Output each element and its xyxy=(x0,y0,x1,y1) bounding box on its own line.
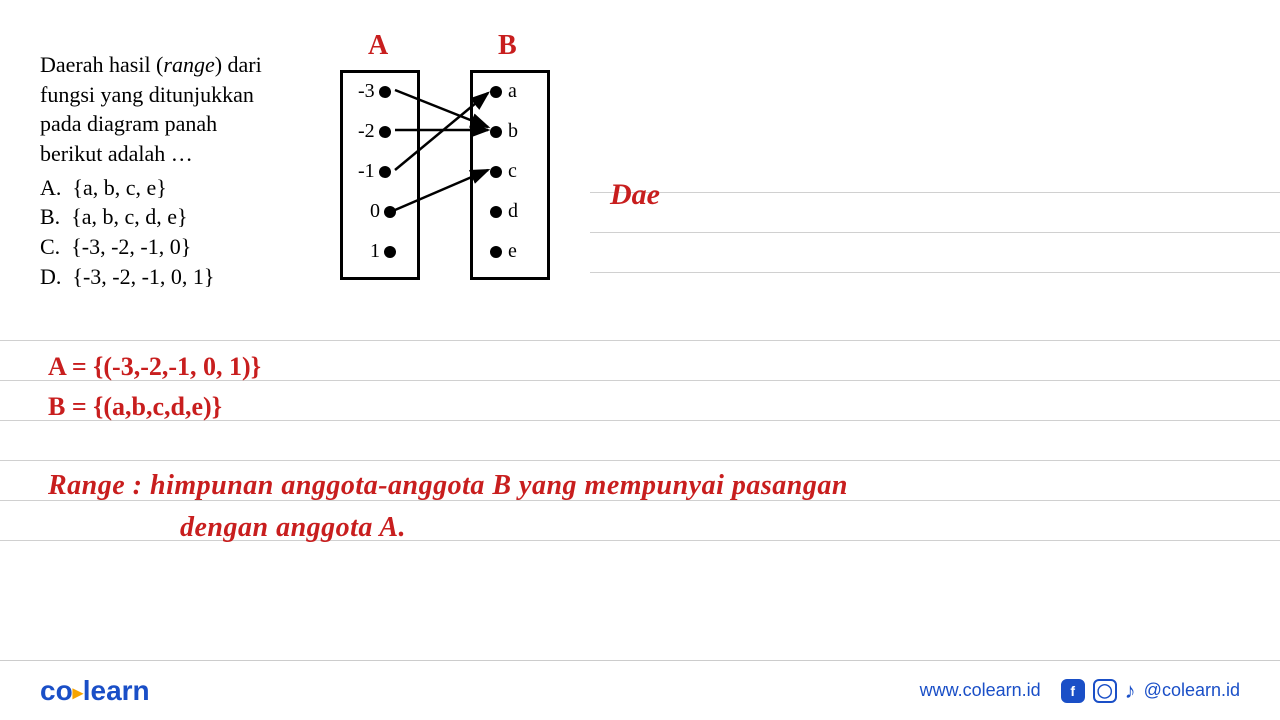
handwriting-range-1: Range : himpunan anggota-anggota B yang … xyxy=(48,470,848,502)
q-italic: range xyxy=(163,52,214,77)
logo-learn: learn xyxy=(83,675,150,706)
elem-b-2: c xyxy=(490,160,517,183)
option-a: A. {a, b, c, e} xyxy=(40,173,320,203)
logo-co: co xyxy=(40,675,73,706)
q-text: Daerah hasil ( xyxy=(40,52,163,77)
question-text: Daerah hasil (range) dari fungsi yang di… xyxy=(40,50,320,169)
ruled-line xyxy=(590,192,1280,193)
set-b-label: B xyxy=(498,30,517,62)
handwriting-set-a: A = {(-3,-2,-1, 0, 1)} xyxy=(48,352,261,382)
ruled-line xyxy=(0,340,1280,341)
ruled-line xyxy=(590,232,1280,233)
dot-icon xyxy=(490,166,502,178)
dot-icon xyxy=(490,86,502,98)
q-text: ) dari xyxy=(215,52,262,77)
question-block: Daerah hasil (range) dari fungsi yang di… xyxy=(40,50,320,292)
logo-dot-icon: ▸ xyxy=(73,682,83,704)
elem-b-3: d xyxy=(490,200,518,223)
handwriting-dae: Dae xyxy=(610,178,660,212)
dot-icon xyxy=(490,126,502,138)
dot-icon xyxy=(384,246,396,258)
social-handle: @colearn.id xyxy=(1144,680,1240,701)
social-icons: f ◯ ♪ @colearn.id xyxy=(1061,678,1240,704)
ruled-line xyxy=(0,460,1280,461)
elem-a-3: 0 xyxy=(370,200,396,223)
footer-right: www.colearn.id f ◯ ♪ @colearn.id xyxy=(920,678,1240,704)
mapping-diagram: A B -3 -2 -1 0 1 a b c d e xyxy=(340,30,570,290)
instagram-icon: ◯ xyxy=(1093,679,1117,703)
footer-url: www.colearn.id xyxy=(920,680,1041,701)
handwriting-range-2: dengan anggota A. xyxy=(180,512,406,544)
elem-a-0: -3 xyxy=(358,80,391,103)
handwriting-set-b: B = {(a,b,c,d,e)} xyxy=(48,392,222,422)
tiktok-icon: ♪ xyxy=(1125,678,1136,704)
ruled-line xyxy=(590,272,1280,273)
elem-b-1: b xyxy=(490,120,518,143)
facebook-icon: f xyxy=(1061,679,1085,703)
dot-icon xyxy=(379,166,391,178)
elem-a-4: 1 xyxy=(370,240,396,263)
elem-b-0: a xyxy=(490,80,517,103)
dot-icon xyxy=(379,126,391,138)
q-text: berikut adalah … xyxy=(40,141,193,166)
footer: co▸learn www.colearn.id f ◯ ♪ @colearn.i… xyxy=(0,660,1280,720)
elem-a-2: -1 xyxy=(358,160,391,183)
set-a-label: A xyxy=(368,30,388,62)
elem-b-4: e xyxy=(490,240,517,263)
elem-a-1: -2 xyxy=(358,120,391,143)
dot-icon xyxy=(384,206,396,218)
q-text: pada diagram panah xyxy=(40,111,217,136)
options-list: A. {a, b, c, e} B. {a, b, c, d, e} C. {-… xyxy=(40,173,320,292)
dot-icon xyxy=(490,206,502,218)
option-c: C. {-3, -2, -1, 0} xyxy=(40,232,320,262)
q-text: fungsi yang ditunjukkan xyxy=(40,82,254,107)
dot-icon xyxy=(379,86,391,98)
dot-icon xyxy=(490,246,502,258)
option-d: D. {-3, -2, -1, 0, 1} xyxy=(40,262,320,292)
option-b: B. {a, b, c, d, e} xyxy=(40,202,320,232)
logo: co▸learn xyxy=(40,675,150,707)
